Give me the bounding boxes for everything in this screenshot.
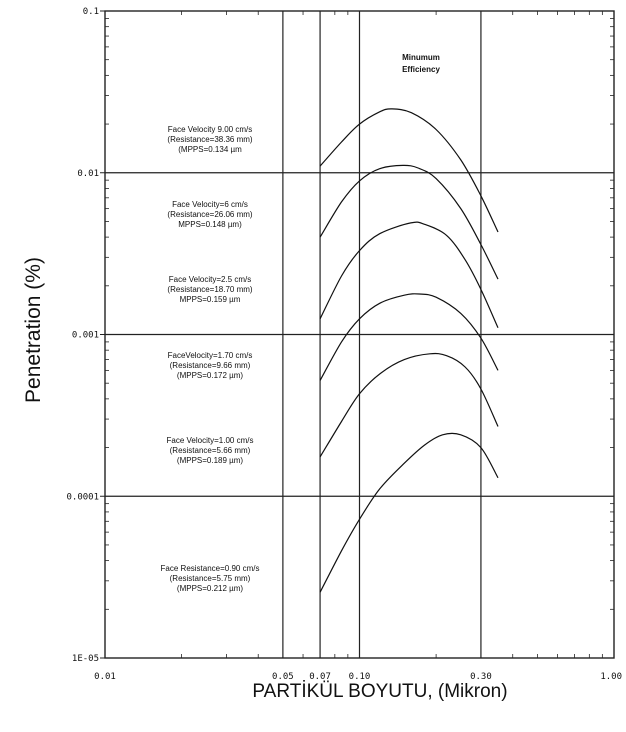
x-tick-label: 0.05: [272, 672, 294, 682]
minimum-efficiency-label: Minumum: [402, 53, 440, 62]
series-annotation: (MPPS=0.189 µm): [177, 456, 244, 465]
y-tick-label: 1E-05: [72, 654, 99, 664]
curve-layer: [319, 108, 499, 593]
series-annotation: (MPPS=0.212 µm): [177, 584, 244, 593]
series-annotation: MPPS=0.159 µm: [180, 295, 241, 304]
series-annotation: (Resistance=38.36 mm): [167, 135, 252, 144]
series-annotation: (MPPS=0.134 µm: [178, 145, 242, 154]
series-annotation: (Resistance=5.66 mm): [170, 446, 251, 455]
y-tick-label: 0.1: [83, 7, 99, 17]
series-annotation: (Resistance=9.66 mm): [170, 361, 251, 370]
series-annotation: Face Resistance=0.90 cm/s: [161, 564, 260, 573]
x-tick-label: 0.01: [94, 672, 116, 682]
series-annotation: MPPS=0.148 µm): [178, 220, 242, 229]
penetration-curve: [319, 221, 499, 329]
series-annotation: Face Velocity=6 cm/s: [172, 200, 248, 209]
x-tick-label: 0.10: [349, 672, 371, 682]
y-tick-label: 0.0001: [66, 492, 99, 502]
series-annotation: (Resistance=5.75 mm): [170, 574, 251, 583]
y-axis-title: Penetration (%): [22, 257, 45, 403]
series-annotation: Face Velocity 9.00 cm/s: [168, 125, 252, 134]
y-tick-label: 0.01: [77, 169, 99, 179]
annotation-layer: Face Velocity 9.00 cm/s(Resistance=38.36…: [161, 53, 441, 593]
series-annotation: Face Velocity=2.5 cm/s: [169, 275, 251, 284]
series-annotation: Face Velocity=1.00 cm/s: [167, 436, 254, 445]
minimum-efficiency-label: Efficiency: [402, 65, 440, 74]
penetration-curve: [319, 164, 499, 280]
penetration-curve: [319, 352, 499, 458]
penetration-curve: [319, 432, 499, 593]
series-annotation: (MPPS=0.172 µm): [177, 371, 244, 380]
x-tick-label: 0.07: [309, 672, 331, 682]
series-annotation: FaceVelocity=1.70 cm/s: [168, 351, 253, 360]
grid-layer: [105, 11, 614, 658]
x-tick-label: 1.00: [600, 672, 622, 682]
x-tick-label: 0.30: [470, 672, 492, 682]
tick-layer: 0.1 0.01 0.001 0.0001 1E-05 0.01 0.05 0.07 0.10 0…: [66, 7, 622, 682]
x-axis-title: PARTİKÜL BOYUTU, (Mikron): [252, 681, 507, 702]
series-annotation: (Resistance=26.06 mm): [167, 210, 252, 219]
penetration-curve: [319, 108, 499, 233]
plot-frame: [104, 10, 615, 659]
y-tick-label: 0.001: [72, 331, 99, 341]
series-annotation: (Resistance=18.70 mm): [167, 285, 252, 294]
penetration-curve: [319, 293, 499, 381]
